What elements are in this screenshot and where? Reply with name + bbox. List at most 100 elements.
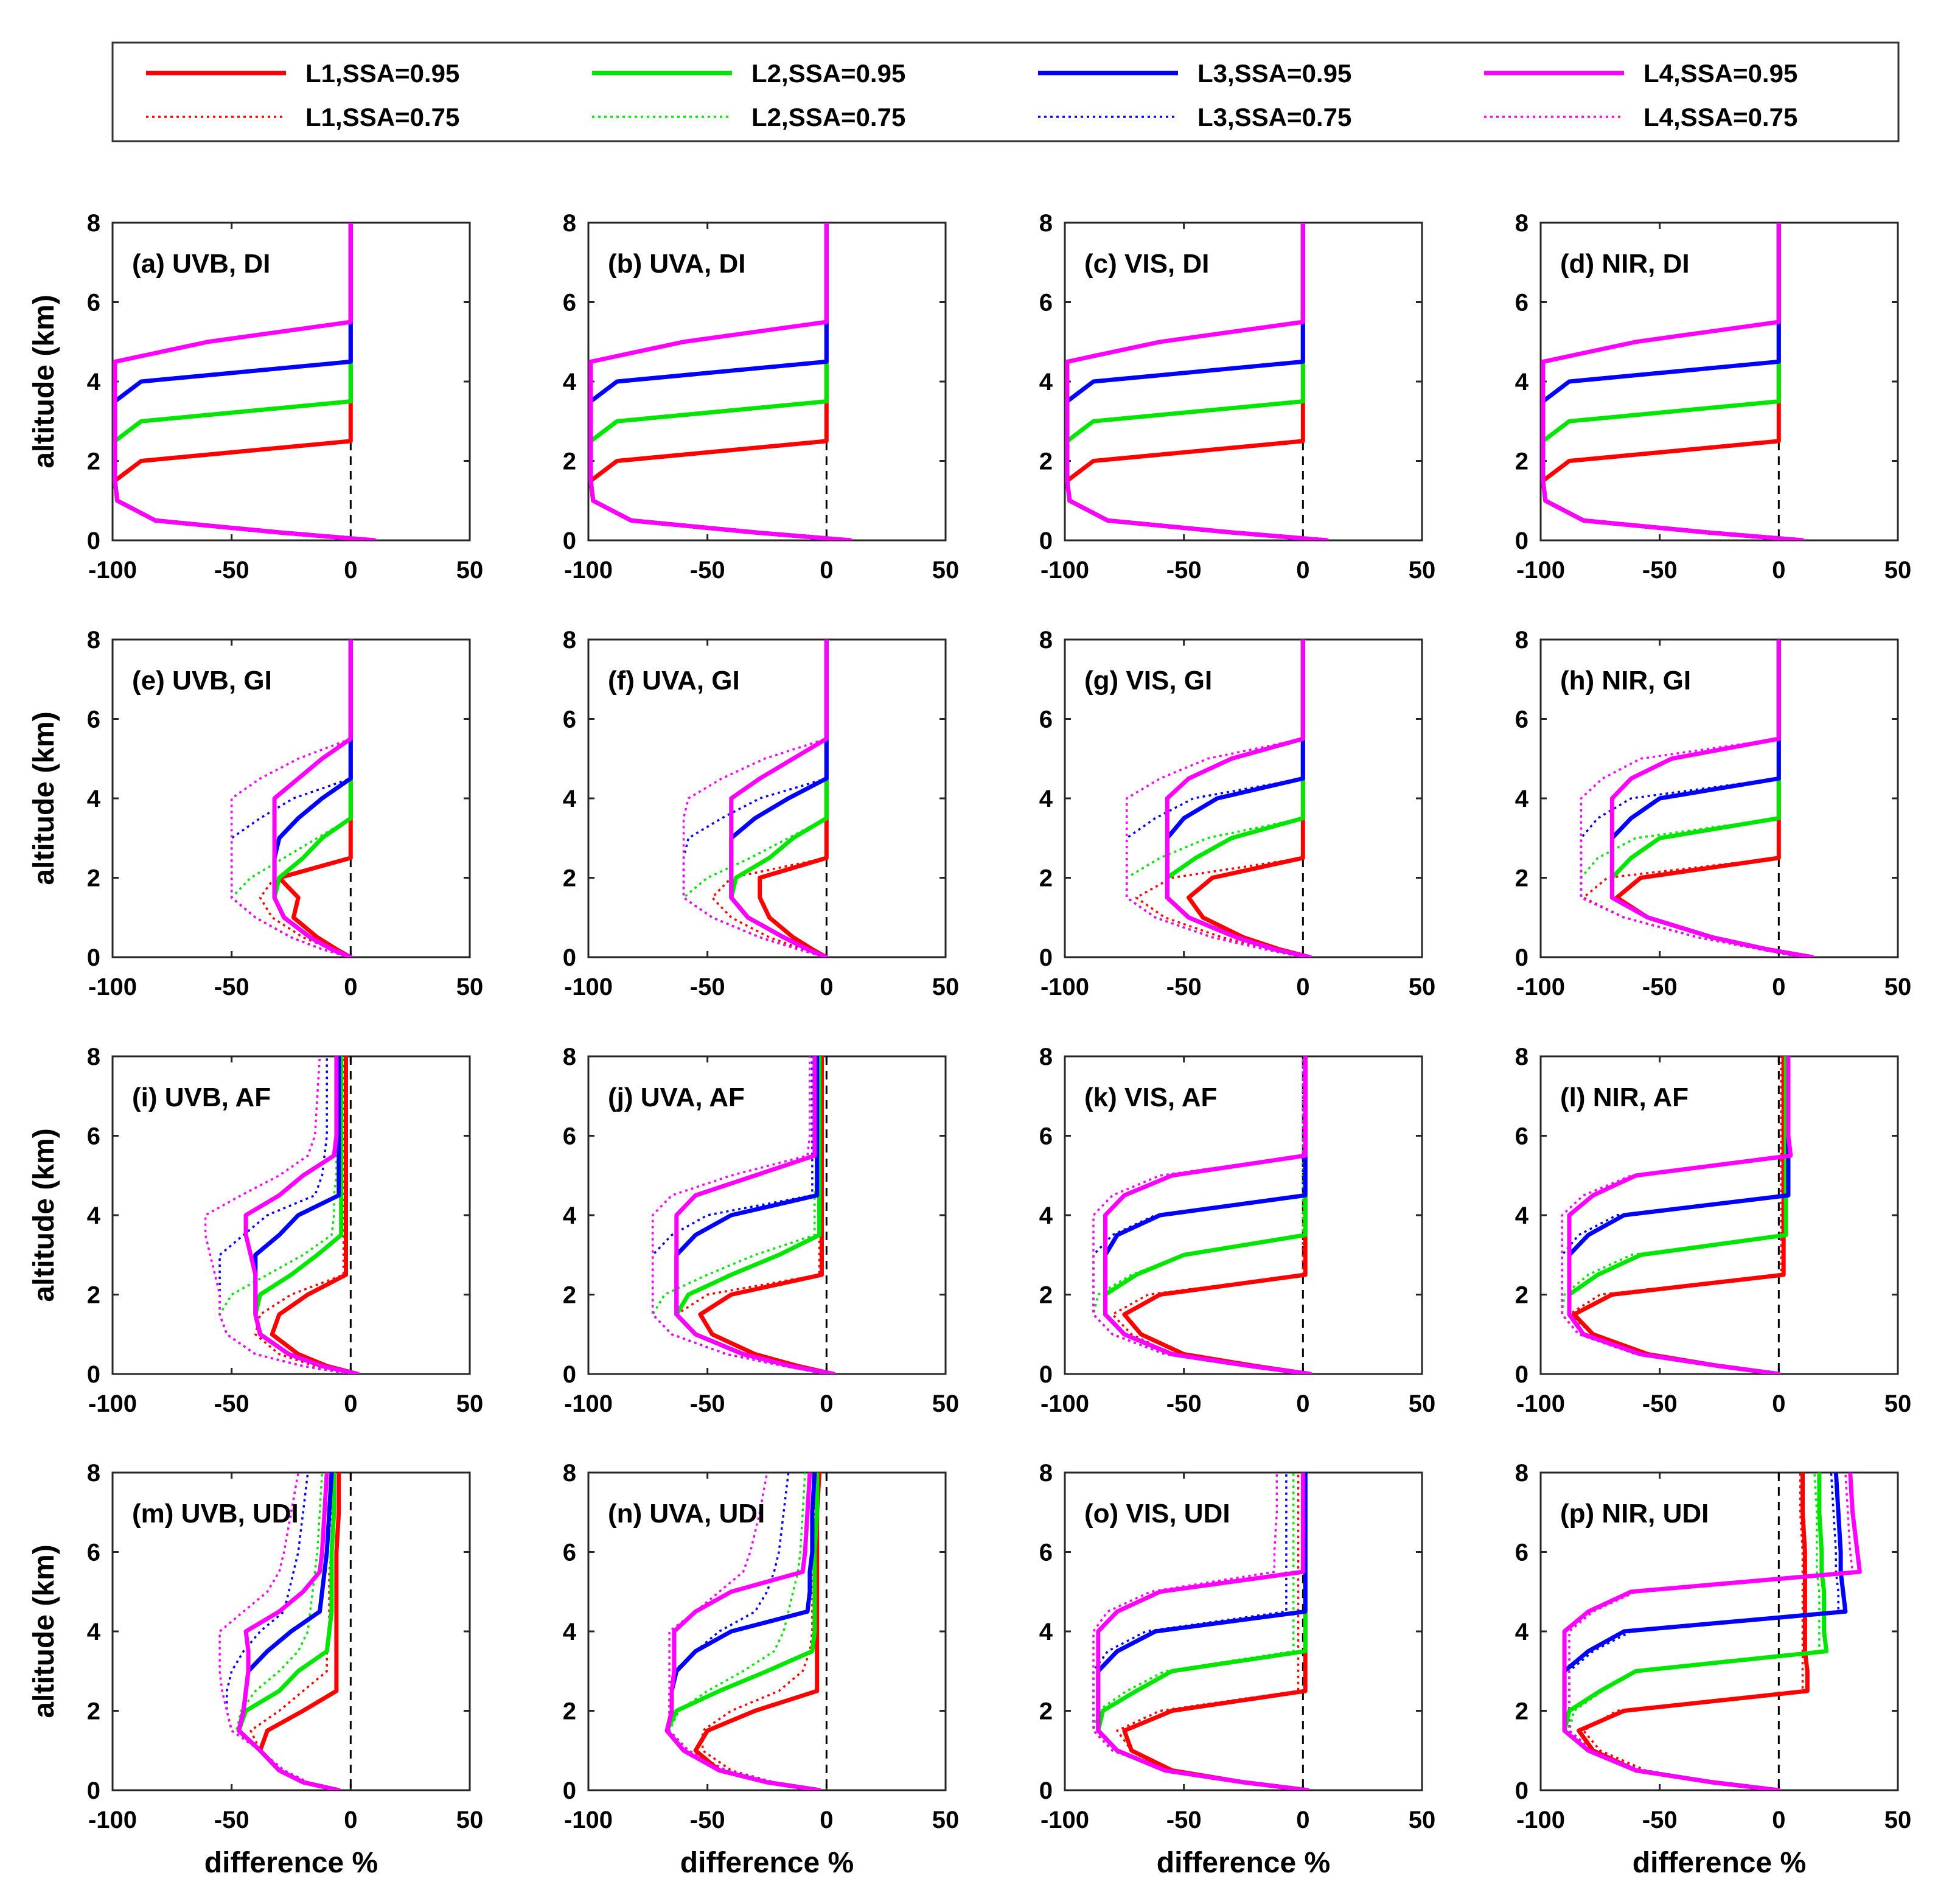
plot-frame <box>111 1055 471 1375</box>
x-tick-label: 50 <box>1884 557 1912 584</box>
plot-frame <box>1064 221 1423 542</box>
x-tick-label: -100 <box>564 974 613 1000</box>
panel-label: (d) NIR, DI <box>1560 249 1690 279</box>
panel-14: -100 -50 0 50 0 2 4 6 8 (n) UVA, UDI difference % <box>563 1460 960 1879</box>
y-axis-label: altitude (km) <box>28 1128 60 1302</box>
x-tick-label: -50 <box>214 1390 249 1417</box>
y-tick-label: 6 <box>1039 1123 1053 1150</box>
x-tick-label: -50 <box>1642 1390 1678 1417</box>
plot-frame <box>1064 1471 1423 1791</box>
x-tick-label: -100 <box>1040 1390 1089 1417</box>
panel-7: -100 -50 0 50 0 2 4 6 8 (g) VIS, GI <box>1039 627 1436 1000</box>
y-tick-label: 4 <box>1039 369 1053 396</box>
y-tick-label: 8 <box>563 1044 576 1070</box>
x-tick-label: -50 <box>1642 1807 1678 1833</box>
x-tick-label: 50 <box>456 974 484 1000</box>
y-tick-label: 2 <box>563 1282 576 1309</box>
series-line-l4-ssa-0-75 <box>1125 640 1305 957</box>
panel-label: (j) UVA, AF <box>608 1083 745 1112</box>
x-tick-label: 50 <box>932 557 960 584</box>
x-tick-label: 0 <box>1296 1390 1309 1417</box>
y-tick-label: 2 <box>87 1282 100 1309</box>
x-tick-label: -50 <box>214 974 249 1000</box>
y-tick-label: 0 <box>1039 944 1053 971</box>
x-tick-label: 0 <box>1772 974 1785 1000</box>
panel-label: (i) UVB, AF <box>132 1083 271 1112</box>
y-tick-label: 0 <box>87 528 100 554</box>
series-line-l4-ssa-0-75 <box>1092 1473 1303 1790</box>
panel-label: (a) UVB, DI <box>132 249 270 279</box>
x-axis-label: difference % <box>1157 1847 1330 1879</box>
plot-frame <box>1539 1055 1899 1375</box>
series-line-l1-ssa-0-75 <box>1116 1473 1303 1790</box>
x-tick-label: 50 <box>456 1807 484 1833</box>
x-tick-label: 50 <box>1409 557 1436 584</box>
x-tick-label: 50 <box>1884 1807 1912 1833</box>
panel-label: (g) VIS, GI <box>1084 666 1212 696</box>
y-tick-label: 2 <box>563 865 576 892</box>
y-tick-label: 4 <box>1515 1202 1529 1229</box>
panel-label: (b) UVA, DI <box>608 249 746 279</box>
x-tick-label: 0 <box>1772 1807 1785 1833</box>
y-tick-label: 6 <box>563 706 576 733</box>
x-tick-label: 0 <box>344 557 357 584</box>
y-tick-label: 6 <box>87 706 100 733</box>
x-tick-label: -100 <box>88 1390 137 1417</box>
x-tick-label: 50 <box>932 1807 960 1833</box>
series-line-l4-ssa-0-75 <box>1092 1056 1305 1374</box>
y-tick-label: 4 <box>87 1619 101 1645</box>
legend-label-2: L2,SSA=0.95 <box>751 59 905 88</box>
y-tick-label: 0 <box>1515 1361 1528 1388</box>
x-tick-label: -100 <box>564 1807 613 1833</box>
panel-4: -100 -50 0 50 0 2 4 6 8 (d) NIR, DI <box>1515 210 1912 584</box>
x-tick-label: -50 <box>1642 974 1678 1000</box>
y-tick-label: 0 <box>1515 944 1528 971</box>
y-tick-label: 2 <box>1515 448 1528 475</box>
x-tick-label: -100 <box>1040 974 1089 1000</box>
series-line-l4-ssa-0-95 <box>674 1056 836 1374</box>
series-line-l4-ssa-0-95 <box>588 223 852 540</box>
y-tick-label: 0 <box>1515 528 1528 554</box>
series-line-l2-ssa-0-75 <box>651 1056 827 1374</box>
y-tick-label: 0 <box>1515 1777 1528 1804</box>
legend-label-8: L4,SSA=0.75 <box>1643 103 1797 131</box>
series-line-l4-ssa-0-75 <box>682 640 828 957</box>
x-tick-label: 0 <box>820 1390 833 1417</box>
series-line-l2-ssa-0-75 <box>218 1056 351 1374</box>
y-tick-label: 2 <box>1039 1282 1053 1309</box>
series-line-l1-ssa-0-75 <box>1568 1056 1782 1374</box>
series-line-l4-ssa-0-95 <box>1562 1473 1862 1790</box>
panel-8: -100 -50 0 50 0 2 4 6 8 (h) NIR, GI <box>1515 627 1912 1000</box>
y-tick-label: 0 <box>87 1361 100 1388</box>
x-tick-label: -50 <box>690 557 725 584</box>
panel-grid: -100 -50 0 50 0 2 4 6 8 (a) UVB, DI altitude (km) -… <box>28 210 1911 1879</box>
y-tick-label: 2 <box>87 1698 100 1725</box>
x-tick-label: -100 <box>88 974 137 1000</box>
series-line-l4-ssa-0-95 <box>1103 1056 1312 1374</box>
y-tick-label: 2 <box>1515 865 1528 892</box>
panel-3: -100 -50 0 50 0 2 4 6 8 (c) VIS, DI <box>1039 210 1436 584</box>
x-tick-label: 50 <box>932 1390 960 1417</box>
x-tick-label: 0 <box>1296 974 1309 1000</box>
y-tick-label: 0 <box>563 1361 576 1388</box>
panel-label: (n) UVA, UDI <box>608 1499 765 1529</box>
x-tick-label: 50 <box>456 557 484 584</box>
y-tick-label: 8 <box>563 1460 576 1487</box>
panel-label: (f) UVA, GI <box>608 666 740 696</box>
x-tick-label: -100 <box>1516 557 1565 584</box>
x-tick-label: -50 <box>690 1390 725 1417</box>
x-tick-label: 0 <box>1772 557 1785 584</box>
y-tick-label: 0 <box>1039 1361 1053 1388</box>
y-tick-label: 0 <box>563 528 576 554</box>
y-tick-label: 8 <box>1039 627 1053 654</box>
x-tick-label: -100 <box>1516 1807 1565 1833</box>
y-tick-label: 6 <box>1515 706 1528 733</box>
plot-frame <box>111 221 471 542</box>
y-tick-label: 2 <box>1515 1282 1528 1309</box>
y-tick-label: 4 <box>1515 369 1529 396</box>
y-tick-label: 8 <box>563 210 576 237</box>
panel-12: -100 -50 0 50 0 2 4 6 8 (l) NIR, AF <box>1515 1044 1912 1417</box>
y-tick-label: 8 <box>87 627 100 654</box>
panel-13: -100 -50 0 50 0 2 4 6 8 (m) UVB, UDI altitude (km)… <box>28 1460 483 1879</box>
